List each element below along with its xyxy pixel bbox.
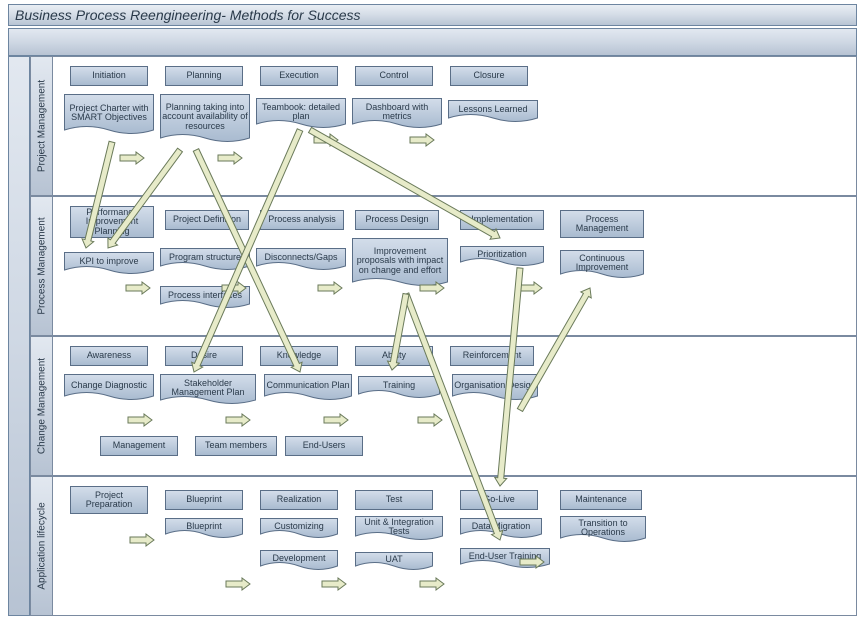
doc-prm-cont: Continuous Improvement xyxy=(560,250,644,282)
doc-al-uat: UAT xyxy=(355,552,433,574)
doc-al-unit: Unit & Integration Tests xyxy=(355,516,443,544)
box-prm-projdef: Project Definition xyxy=(165,210,249,230)
left-margin-band xyxy=(8,56,30,616)
box-cm-desire: Desire xyxy=(165,346,243,366)
doc-cm-comm: Communication Plan xyxy=(264,374,352,404)
diagram-canvas: Business Process Reengineering- Methods … xyxy=(0,0,865,622)
box-al-realization: Realization xyxy=(260,490,338,510)
box-pm-closure: Closure xyxy=(450,66,528,86)
doc-al-bp: Blueprint xyxy=(165,518,243,542)
box-pm-control: Control xyxy=(355,66,433,86)
doc-al-trans: Transition to Operations xyxy=(560,516,646,546)
doc-prm-kpi: KPI to improve xyxy=(64,252,154,278)
box-cm-reinforce: Reinforcement xyxy=(450,346,534,366)
doc-prm-gaps: Disconnects/Gaps xyxy=(256,248,346,274)
box-cm-awareness: Awareness xyxy=(70,346,148,366)
title-bar: Business Process Reengineering- Methods … xyxy=(8,4,857,26)
box-prm-procdes: Process Design xyxy=(355,210,439,230)
lane-label-prm: Process Management xyxy=(31,197,53,335)
lane-pm: Project Management xyxy=(30,56,857,196)
box-cm-endusers: End-Users xyxy=(285,436,363,456)
box-al-golive: Go-Live xyxy=(460,490,538,510)
doc-prm-prog: Program structure xyxy=(160,248,250,274)
doc-al-datamig: Data Migration xyxy=(460,518,542,542)
doc-al-cust: Customizing xyxy=(260,518,338,542)
box-prm-procanal: Process analysis xyxy=(260,210,344,230)
doc-pm-planres: Planning taking into account availabilit… xyxy=(160,94,250,146)
doc-cm-diag: Change Diagnostic xyxy=(64,374,154,404)
doc-pm-lessons: Lessons Learned xyxy=(448,100,538,126)
doc-al-dev: Development xyxy=(260,550,338,574)
top-band xyxy=(8,28,857,56)
lane-al: Application lifecycle xyxy=(30,476,857,616)
doc-prm-improve: Improvement proposals with impact on cha… xyxy=(352,238,448,290)
box-al-prep: Project Preparation xyxy=(70,486,148,514)
doc-al-eut: End-User Training xyxy=(460,548,550,572)
lane-label-cm: Change Management xyxy=(31,337,53,475)
lane-label-al: Application lifecycle xyxy=(31,477,53,615)
doc-cm-stake: Stakeholder Management Plan xyxy=(160,374,256,408)
box-prm-perf: Performance Improvement Planning xyxy=(70,206,154,238)
box-al-blueprint: Blueprint xyxy=(165,490,243,510)
box-cm-knowledge: Knowledge xyxy=(260,346,338,366)
doc-pm-teambook: Teambook: detailed plan xyxy=(256,98,346,132)
doc-cm-org: Organisation Design xyxy=(452,374,538,404)
box-prm-procmgmt: Process Management xyxy=(560,210,644,238)
doc-prm-prior: Prioritization xyxy=(460,246,544,270)
box-prm-impl: Implementation xyxy=(460,210,544,230)
lane-label-pm: Project Management xyxy=(31,57,53,195)
box-al-test: Test xyxy=(355,490,433,510)
box-cm-team: Team members xyxy=(195,436,277,456)
doc-cm-training: Training xyxy=(358,376,440,402)
box-pm-planning: Planning xyxy=(165,66,243,86)
box-cm-mgmt: Management xyxy=(100,436,178,456)
box-pm-execution: Execution xyxy=(260,66,338,86)
doc-prm-procif: Process interfaces xyxy=(160,286,250,312)
box-pm-initiation: Initiation xyxy=(70,66,148,86)
box-al-maint: Maintenance xyxy=(560,490,642,510)
box-cm-ability: Ability xyxy=(355,346,433,366)
title-text: Business Process Reengineering- Methods … xyxy=(15,7,361,23)
doc-pm-charter: Project Charter with SMART Objectives xyxy=(64,94,154,138)
doc-pm-dashboard: Dashboard with metrics xyxy=(352,98,442,132)
